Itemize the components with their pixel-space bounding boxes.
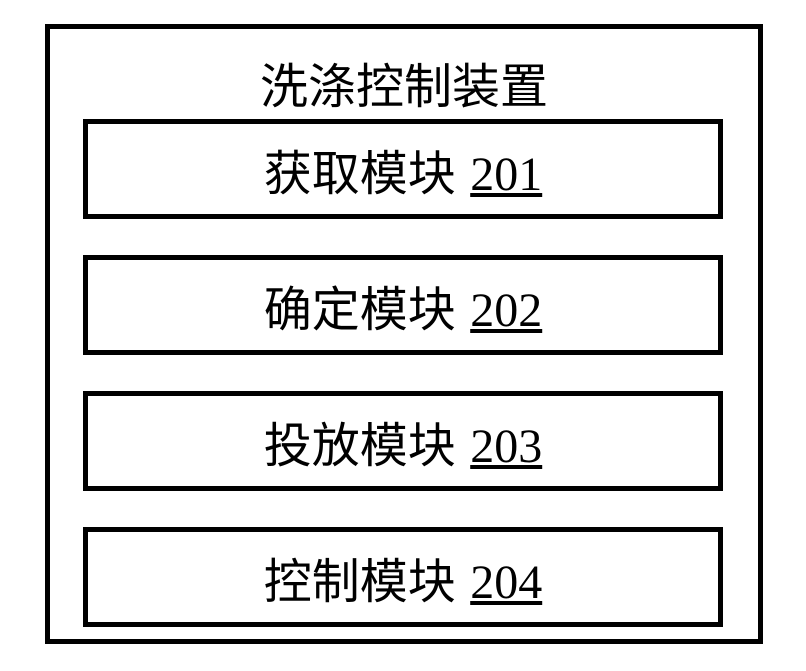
module-number: 202 bbox=[470, 284, 542, 337]
module-label: 控制模块204 bbox=[264, 542, 542, 612]
module-label: 确定模块202 bbox=[264, 270, 542, 340]
module-number: 201 bbox=[470, 148, 542, 201]
module-box-202: 确定模块202 bbox=[83, 255, 723, 355]
module-box-201: 获取模块201 bbox=[83, 119, 723, 219]
module-label: 获取模块201 bbox=[264, 134, 542, 204]
module-number: 203 bbox=[470, 420, 542, 473]
module-label: 投放模块203 bbox=[264, 406, 542, 476]
diagram-title: 洗涤控制装置 bbox=[50, 47, 758, 117]
module-box-203: 投放模块203 bbox=[83, 391, 723, 491]
module-box-204: 控制模块204 bbox=[83, 527, 723, 627]
module-number: 204 bbox=[470, 556, 542, 609]
outer-container: 洗涤控制装置 获取模块201 确定模块202 投放模块203 控制模块204 bbox=[45, 24, 763, 644]
